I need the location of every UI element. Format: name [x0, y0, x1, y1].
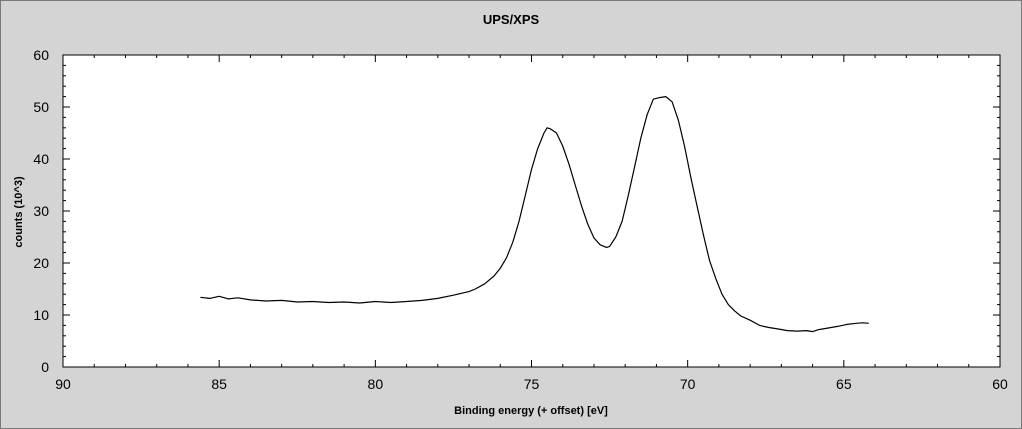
x-tick-label: 65 [836, 376, 852, 392]
x-tick-label: 80 [368, 376, 384, 392]
x-tick-label: 85 [211, 376, 227, 392]
y-tick-label: 30 [33, 203, 49, 219]
y-axis-label: counts (10^3) [13, 176, 25, 248]
plot-area [63, 55, 1000, 367]
x-tick-label: 75 [524, 376, 540, 392]
x-axis-label: Binding energy (+ offset) [eV] [454, 405, 608, 417]
chart-title: UPS/XPS [483, 12, 540, 27]
y-tick-label: 60 [33, 47, 49, 63]
y-tick-label: 10 [33, 307, 49, 323]
y-tick-label: 0 [41, 359, 49, 375]
x-tick-label: 70 [680, 376, 696, 392]
y-tick-label: 20 [33, 255, 49, 271]
x-tick-label: 90 [55, 376, 71, 392]
y-tick-label: 50 [33, 99, 49, 115]
y-tick-label: 40 [33, 151, 49, 167]
x-tick-label: 60 [992, 376, 1008, 392]
